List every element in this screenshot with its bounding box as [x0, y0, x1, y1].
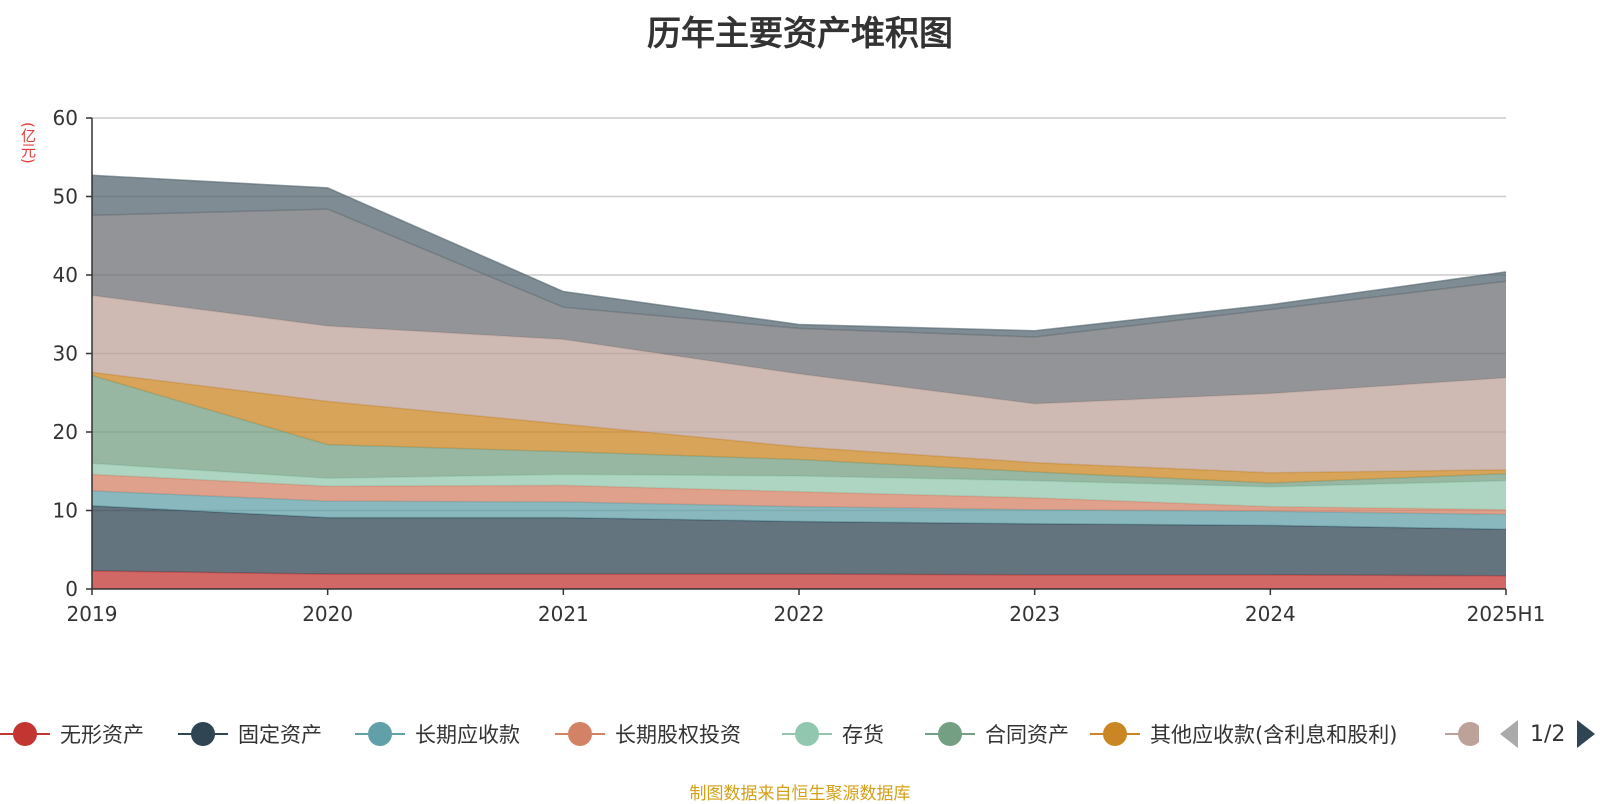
legend-item[interactable]: 长期应收款 — [355, 716, 520, 752]
axes: 0 10 20 30 40 50 60 2019 2020 2021 2022 2023 2024 202… — [53, 106, 1546, 626]
legend-marker-icon — [555, 716, 605, 752]
legend-item[interactable]: 合同资产 — [925, 716, 1069, 752]
area-series — [91, 174, 1507, 589]
legend-label: 存货 — [842, 723, 884, 747]
x-tick-label: 2024 — [1245, 602, 1296, 626]
next-page-icon[interactable] — [1577, 720, 1596, 748]
legend-item[interactable]: 无形资产 — [0, 716, 144, 752]
legend-marker-icon — [0, 716, 50, 752]
x-tick-label: 2022 — [774, 602, 825, 626]
legend-marker-icon — [1090, 716, 1140, 752]
legend-marker-icon — [1445, 716, 1479, 752]
area-edge-9 — [91, 174, 1507, 332]
area-7 — [92, 295, 1506, 473]
legend-marker-icon — [925, 716, 975, 752]
legend-marker-icon — [355, 716, 405, 752]
x-tick-label: 2023 — [1009, 602, 1060, 626]
legend-item[interactable]: 其他应收款(含利息和股利) — [1090, 716, 1397, 752]
legend: 无形资产 固定资产 长期应收款 长期股权投资 存货 合同资产 其他应收款(含利息和股利) — [0, 716, 1600, 752]
x-tick-label: 2019 — [67, 602, 118, 626]
legend-item[interactable]: 存货 — [782, 716, 884, 752]
legend-item[interactable]: 长期股权投资 — [555, 716, 741, 752]
legend-marker-icon — [178, 716, 228, 752]
area-4 — [92, 463, 1506, 510]
legend-label: 其他应收款(含利息和股利) — [1150, 723, 1398, 747]
y-tick-label: 30 — [53, 342, 78, 366]
area-3 — [92, 474, 1506, 515]
y-tick-label: 60 — [53, 106, 78, 130]
y-tick-label: 40 — [53, 263, 78, 287]
pager-text: 1/2 — [1530, 721, 1566, 747]
legend-pager: 1/2 — [1500, 716, 1596, 752]
x-tick-label: 2025H1 — [1467, 602, 1546, 626]
area-2 — [92, 490, 1506, 530]
x-tick-label: 2020 — [302, 602, 353, 626]
legend-label: 长期股权投资 — [615, 723, 741, 747]
chart-title: 历年主要资产堆积图 — [647, 14, 953, 54]
legend-label: 长期应收款 — [415, 723, 520, 747]
source-note: 制图数据来自恒生聚源数据库 — [689, 784, 911, 804]
area-1 — [92, 505, 1506, 576]
legend-label: 合同资产 — [985, 723, 1069, 747]
legend-item[interactable]: 固定资产 — [178, 716, 322, 752]
legend-label: 无形资产 — [60, 723, 144, 747]
y-axis-unit: (亿元) — [19, 122, 37, 164]
legend-label: 固定资产 — [238, 723, 322, 747]
y-tick-label: 0 — [65, 577, 78, 601]
x-tick-label: 2021 — [538, 602, 589, 626]
y-tick-label: 20 — [53, 420, 78, 444]
y-tick-label: 10 — [53, 499, 78, 523]
prev-page-icon[interactable] — [1500, 720, 1518, 748]
area-8 — [92, 209, 1506, 404]
y-tick-label: 50 — [53, 185, 78, 209]
legend-item[interactable] — [1445, 716, 1479, 752]
area-5 — [92, 375, 1506, 487]
legend-marker-icon — [782, 716, 832, 752]
area-9 — [92, 175, 1506, 337]
